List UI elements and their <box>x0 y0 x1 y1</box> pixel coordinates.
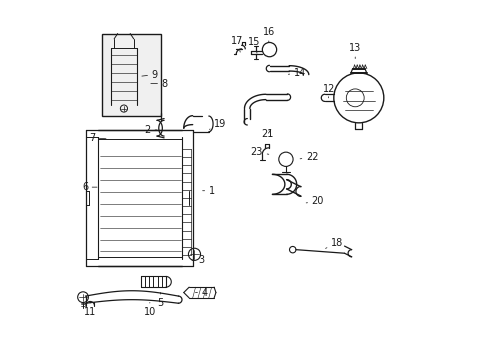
Bar <box>102 33 160 116</box>
Text: 15: 15 <box>248 37 260 53</box>
Text: 3: 3 <box>191 255 204 265</box>
Text: 14: 14 <box>288 68 305 78</box>
Text: 22: 22 <box>300 152 318 162</box>
Text: 8: 8 <box>150 78 167 89</box>
Text: 10: 10 <box>143 302 156 317</box>
Text: 16: 16 <box>262 27 274 42</box>
Text: 23: 23 <box>250 147 268 157</box>
Text: 12: 12 <box>323 84 335 98</box>
Text: 13: 13 <box>348 43 361 59</box>
Text: 4: 4 <box>195 288 207 297</box>
Text: 20: 20 <box>305 197 324 206</box>
Text: 7: 7 <box>89 133 106 143</box>
Text: 21: 21 <box>261 129 273 139</box>
Text: 18: 18 <box>325 238 343 248</box>
Text: 11: 11 <box>84 302 96 317</box>
Text: 6: 6 <box>82 182 97 192</box>
Text: 17: 17 <box>231 36 243 52</box>
Text: 19: 19 <box>209 118 226 129</box>
Text: 1: 1 <box>202 186 214 196</box>
Text: 5: 5 <box>157 293 163 308</box>
Text: 9: 9 <box>142 69 158 80</box>
Text: 2: 2 <box>144 125 157 135</box>
